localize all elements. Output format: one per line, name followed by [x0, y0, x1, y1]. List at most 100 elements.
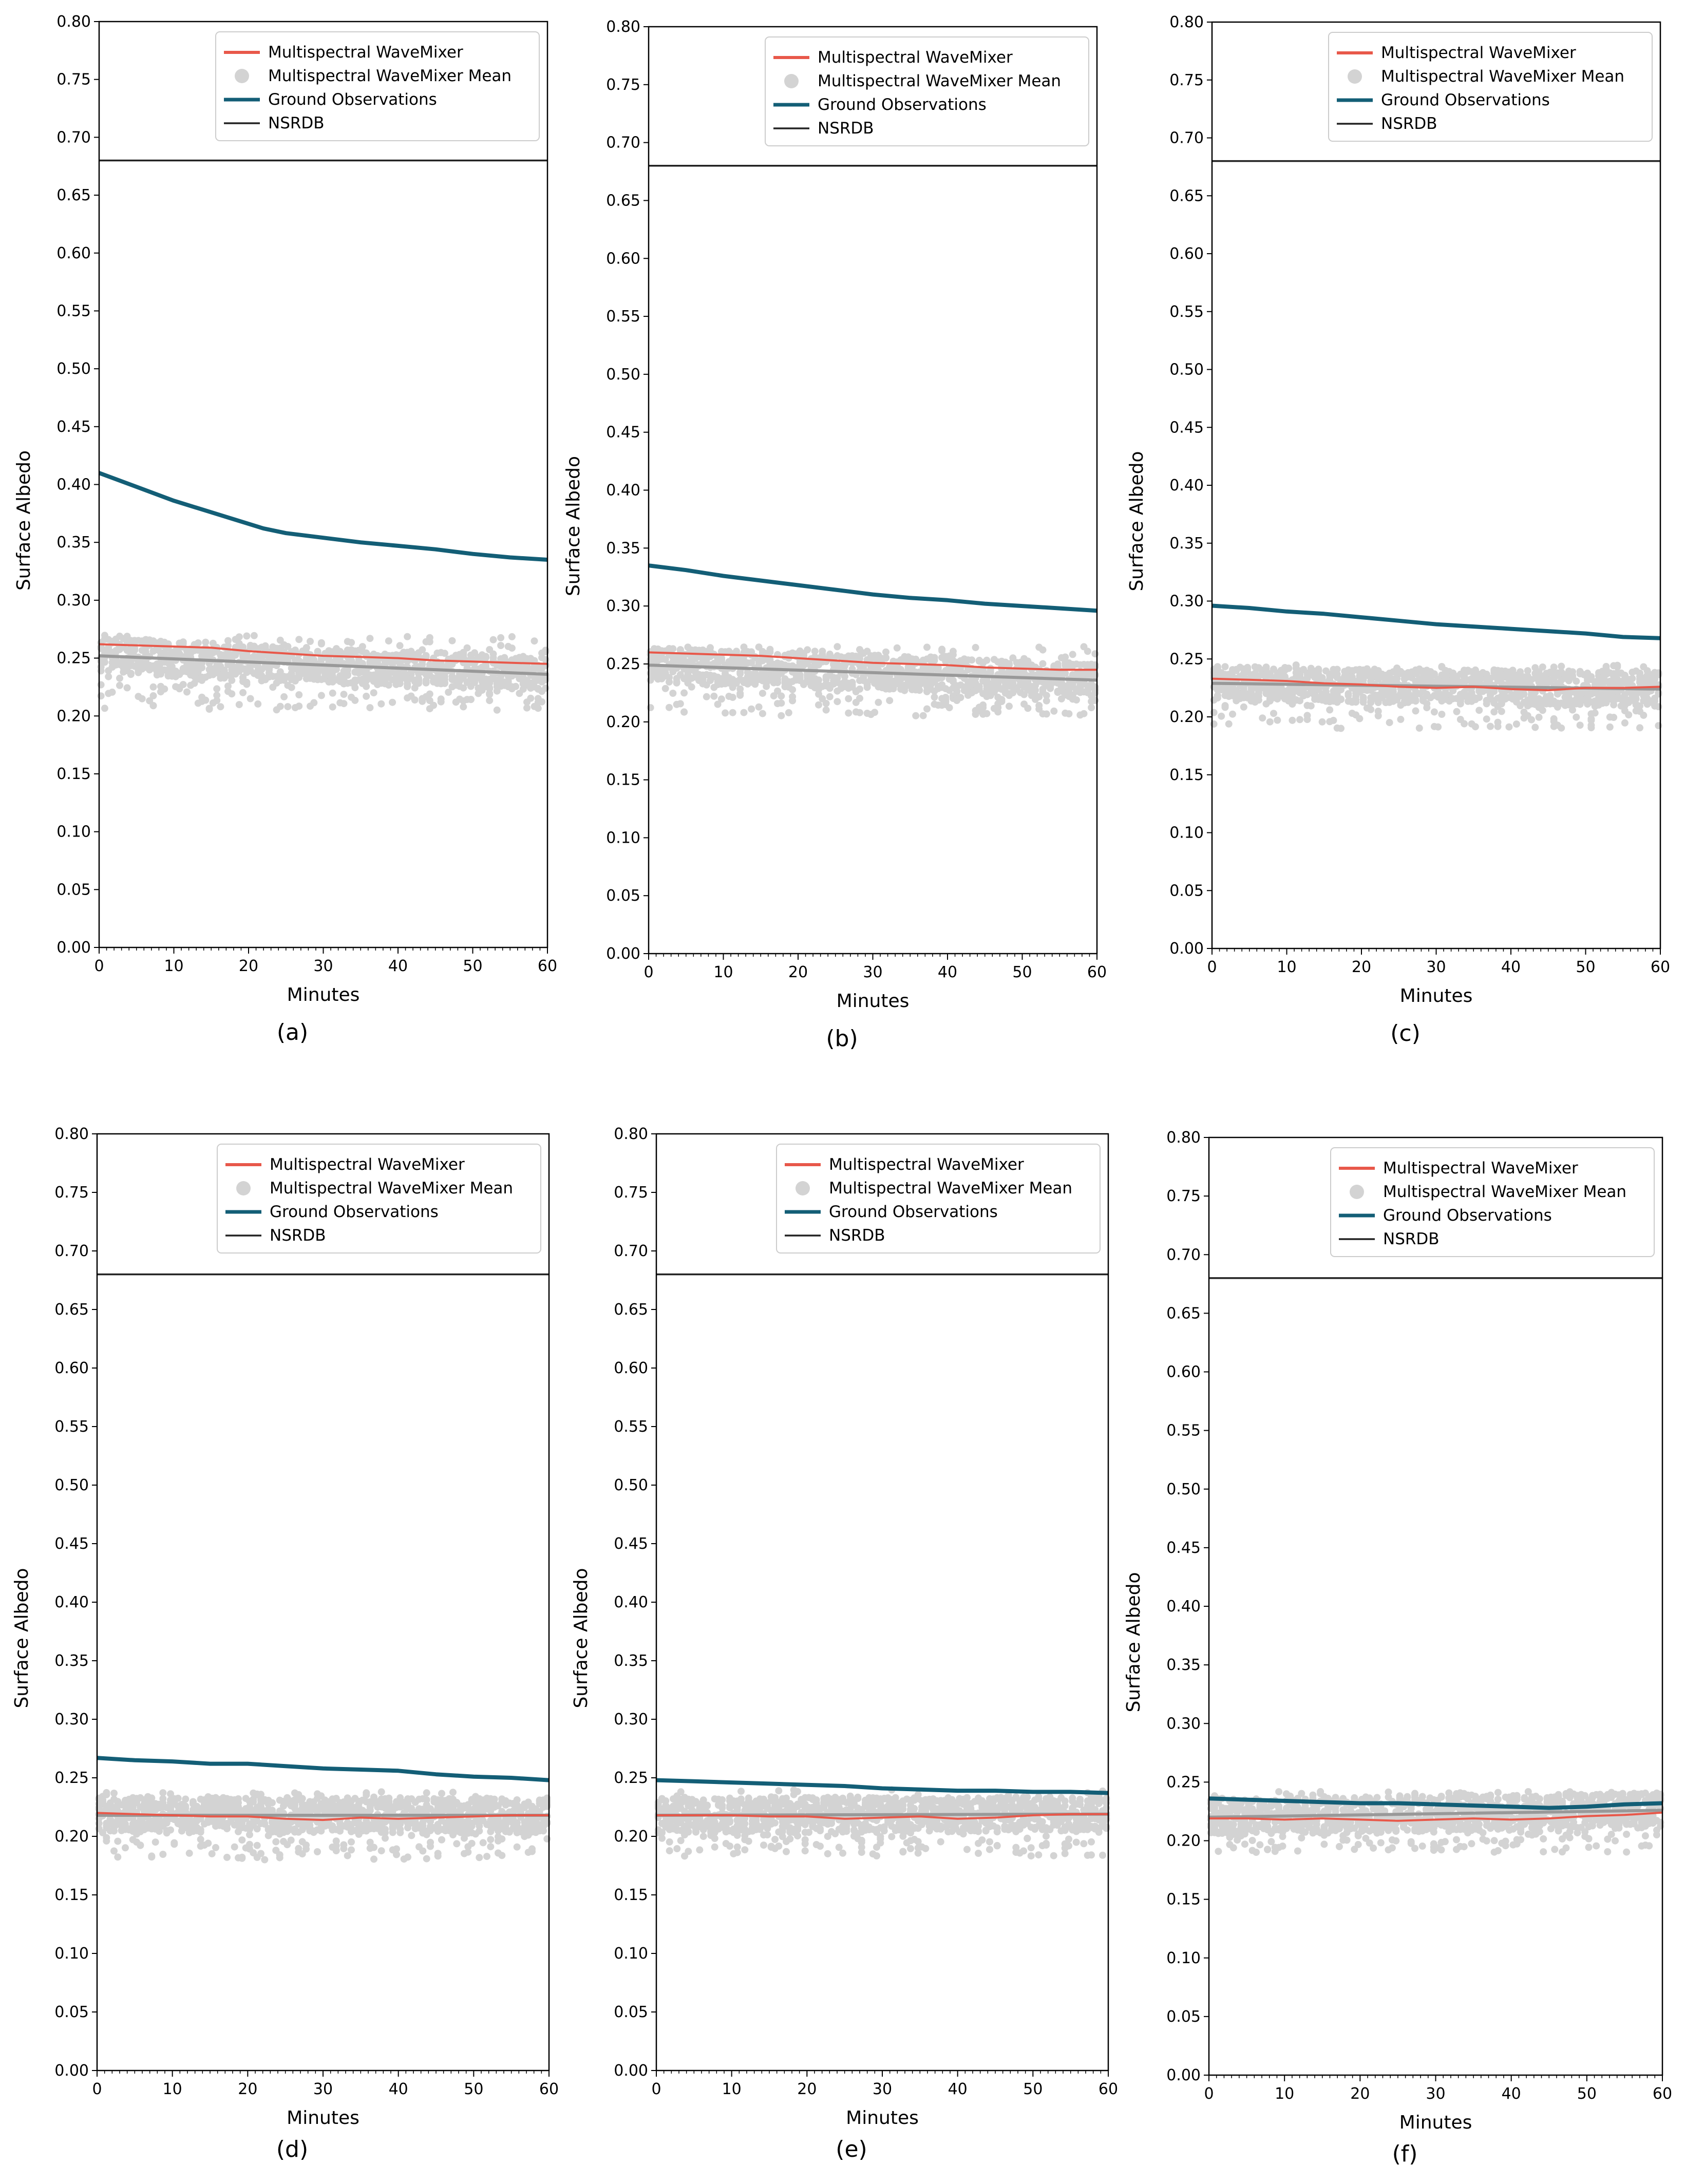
ground-observations-line [648, 563, 1097, 613]
scatter-point [1498, 708, 1505, 715]
scatter-point [348, 1846, 355, 1854]
scatter-point [97, 692, 105, 700]
scatter-point [137, 1841, 144, 1849]
scatter-point [246, 1840, 253, 1848]
scatter-point [116, 681, 123, 689]
scatter-point [489, 636, 497, 643]
y-tick-label: 0.15 [1169, 766, 1204, 784]
y-tick-label: 0.05 [606, 887, 640, 905]
scatter-point [1039, 660, 1047, 668]
scatter-point [427, 1838, 434, 1846]
scatter-point [998, 698, 1006, 705]
y-tick-label: 0.65 [1169, 187, 1204, 205]
scatter-point [295, 702, 303, 710]
legend-marker-mean [235, 69, 249, 83]
scatter-point [497, 634, 505, 641]
y-tick-label: 0.10 [56, 823, 91, 841]
y-tick-label: 0.60 [606, 250, 640, 268]
y-tick-label: 0.05 [56, 881, 91, 899]
legend-label: Ground Observations [268, 90, 437, 109]
scatter-point [834, 643, 841, 651]
scatter-point [1610, 701, 1618, 709]
scatter-points [1210, 661, 1662, 732]
y-tick-label: 0.60 [1169, 245, 1204, 263]
scatter-point [856, 694, 863, 702]
scatter-point [1255, 696, 1262, 704]
scatter-point [167, 1826, 174, 1834]
legend-label: Multispectral WaveMixer [818, 48, 1013, 67]
chart-panel-2: 0.000.050.100.150.200.250.300.350.400.45… [563, 18, 1107, 1052]
legend-marker-mean [784, 74, 799, 88]
scatter-point [423, 1855, 430, 1863]
y-tick-label: 0.45 [56, 418, 91, 436]
scatter-point [276, 702, 284, 710]
scatter-point [1412, 697, 1419, 705]
y-tick-label: 0.60 [56, 244, 91, 262]
scatter-point [736, 685, 744, 693]
scatter-point [1587, 721, 1595, 729]
scatter-point [1229, 710, 1236, 718]
scatter-point [875, 698, 882, 706]
scatter-point [1259, 714, 1266, 722]
x-tick-label: 40 [388, 957, 408, 975]
scatter-point [396, 1829, 404, 1836]
scatter-point [110, 1847, 118, 1855]
scatter-point [822, 706, 830, 714]
scatter-point [1084, 648, 1091, 655]
legend-label: Ground Observations [818, 96, 987, 114]
scatter-point [1487, 723, 1494, 730]
x-tick-label: 20 [788, 963, 808, 981]
scatter-point [1573, 677, 1580, 685]
scatter-point [438, 1836, 445, 1844]
scatter-point [1210, 709, 1218, 716]
scatter-point [224, 642, 232, 650]
scatter-point [1091, 696, 1099, 704]
scatter-point [722, 709, 729, 717]
scatter-point [669, 690, 677, 697]
scatter-point [1655, 671, 1662, 678]
y-axis-label: Surface Albedo [1126, 451, 1147, 591]
scatter-point [114, 1837, 122, 1845]
x-tick-label: 0 [1207, 958, 1217, 976]
x-tick-label: 30 [863, 963, 882, 981]
scatter-point [826, 693, 834, 700]
scatter-point [329, 689, 336, 697]
scatter-point [348, 639, 355, 647]
scatter-point [302, 644, 310, 652]
scatter-point [1315, 666, 1322, 673]
scatter-point [377, 1847, 385, 1855]
scatter-point [1065, 710, 1073, 717]
y-tick-label: 0.25 [606, 655, 640, 673]
y-tick-label: 0.70 [1169, 129, 1204, 147]
scatter-point [542, 647, 550, 654]
scatter-point [1505, 723, 1513, 731]
scatter-point [1569, 668, 1576, 676]
scatter-point [426, 690, 433, 698]
scatter-point [1528, 716, 1535, 724]
scatter-point [295, 691, 303, 698]
scatter-point [886, 697, 894, 705]
scatter-point [1221, 704, 1229, 711]
x-tick-label: 60 [538, 957, 557, 975]
scatter-point [422, 652, 430, 659]
y-tick-label: 0.75 [56, 71, 91, 89]
scatter-point [710, 692, 718, 700]
scatter-point [423, 1796, 430, 1803]
scatter-point [1483, 715, 1490, 723]
scatter-point [1640, 711, 1648, 719]
scatter-point [217, 703, 224, 711]
scatter-point [1303, 712, 1311, 719]
scatter-point [254, 700, 262, 708]
scatter-point [822, 699, 830, 707]
scatter-point [1043, 697, 1050, 705]
scatter-point [377, 700, 385, 708]
scatter-point [508, 644, 516, 652]
scatter-point [123, 684, 131, 692]
scatter-point [1307, 702, 1315, 710]
scatter-point [235, 633, 243, 641]
x-tick-label: 10 [713, 963, 733, 981]
y-tick-label: 0.70 [606, 134, 640, 152]
scatter-point [1225, 720, 1233, 728]
